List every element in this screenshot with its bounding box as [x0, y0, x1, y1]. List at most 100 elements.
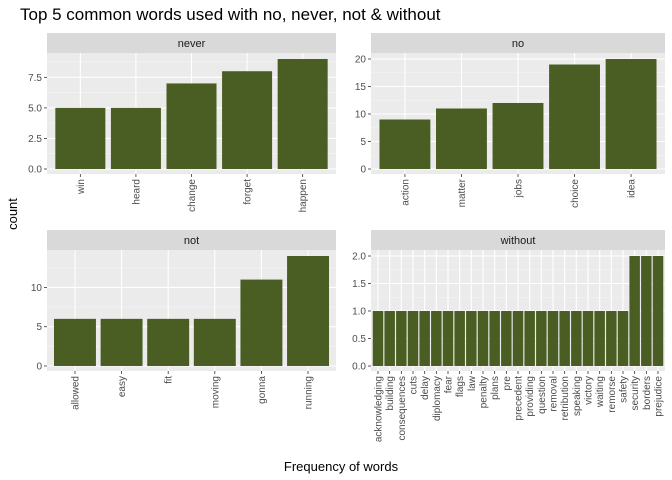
y-tick-label: 7.5	[28, 73, 42, 84]
bar-pre	[501, 311, 512, 366]
facet-strip	[371, 230, 665, 250]
y-tick-label: 0	[360, 165, 366, 176]
x-tick-label: speaking	[572, 376, 583, 416]
x-tick-label: action	[400, 179, 411, 206]
bar-prejudice	[652, 256, 664, 366]
bar-borders	[641, 256, 652, 366]
bar-cuts	[407, 311, 419, 366]
x-tick-label: idea	[627, 179, 638, 198]
bar-retribution	[559, 311, 570, 366]
bar-forget	[222, 71, 273, 169]
x-tick-label: building	[385, 376, 396, 410]
y-axis-title: count	[5, 198, 20, 230]
x-tick-label: jobs	[514, 179, 525, 198]
y-tick-label: 0.5	[352, 334, 366, 345]
bar-precedent	[512, 311, 524, 366]
y-tick-label: 10	[31, 283, 43, 294]
x-tick-label: cuts	[409, 376, 420, 394]
facet-panel-without: without 0.0 0.5 1.0 1.5 2.0 acknowledging build…	[352, 230, 665, 442]
x-tick-label: consequences	[397, 376, 408, 441]
y-tick-label: 1.0	[352, 307, 366, 318]
facet-strip	[371, 33, 665, 53]
chart-title: Top 5 common words used with no, never, …	[20, 5, 441, 24]
bar-fit	[147, 318, 190, 366]
bar-easy	[100, 318, 143, 366]
x-tick-label: victory	[584, 376, 595, 405]
bar-fear	[442, 311, 454, 366]
bar-action	[379, 119, 431, 169]
bar-question	[536, 311, 547, 366]
x-tick-label: matter	[457, 178, 468, 207]
bar-running	[287, 256, 330, 366]
facet-strip-label: not	[184, 235, 199, 247]
x-tick-label: gonna	[257, 376, 268, 404]
y-tick-label: 20	[355, 55, 367, 66]
bar-gonna	[240, 279, 283, 366]
y-tick-label: 15	[355, 82, 367, 93]
x-tick-label: change	[187, 179, 198, 212]
bar-diplomacy	[431, 311, 442, 366]
facet-panels: never 0.0 2.5 5.0 7.5 win heard change forget hap…	[28, 33, 665, 442]
bar-remorse	[606, 311, 617, 366]
x-tick-label: safety	[619, 376, 630, 403]
x-tick-label: allowed	[70, 376, 81, 410]
x-tick-label: retribution	[560, 376, 571, 420]
bar-providing	[524, 311, 535, 366]
bar-allowed	[53, 318, 96, 366]
x-tick-label: moving	[210, 376, 221, 408]
bar-safety	[617, 311, 629, 366]
x-tick-label: remorse	[607, 376, 618, 413]
x-tick-label: removal	[549, 376, 560, 412]
y-tick-label: 2.5	[28, 134, 42, 145]
x-tick-label: choice	[570, 179, 581, 208]
bar-idea	[605, 59, 657, 169]
bar-victory	[582, 311, 594, 366]
x-tick-label: waiting	[595, 376, 606, 408]
bar-acknowledging	[372, 311, 384, 366]
x-tick-label: prejudice	[654, 376, 665, 417]
x-tick-label: borders	[642, 376, 653, 410]
bar-plans	[489, 311, 500, 366]
x-tick-label: acknowledging	[374, 376, 385, 442]
x-tick-label: happen	[298, 179, 309, 212]
facet-panel-not: not 0 5 10 allowed easy fit moving gonna running	[31, 230, 336, 410]
y-tick-label: 1.5	[352, 279, 366, 290]
x-tick-label: fit	[164, 376, 175, 384]
x-tick-label: fear	[444, 375, 455, 393]
y-tick-label: 10	[355, 110, 367, 121]
bar-security	[629, 256, 640, 366]
y-tick-label: 5.0	[28, 103, 42, 114]
x-tick-label: pre	[502, 376, 513, 391]
bar-moving	[193, 318, 236, 366]
bar-waiting	[594, 311, 605, 366]
bar-choice	[549, 64, 600, 169]
x-tick-label: question	[537, 376, 548, 414]
facet-strip	[47, 33, 336, 53]
bar-penalty	[477, 311, 489, 366]
bar-heard	[110, 107, 161, 169]
bar-matter	[436, 108, 487, 169]
x-tick-label: easy	[117, 376, 128, 397]
facet-panel-never: never 0.0 2.5 5.0 7.5 win heard change forget hap…	[28, 33, 336, 212]
y-tick-label: 0	[36, 362, 42, 373]
x-tick-label: precedent	[514, 376, 525, 421]
bar-consequences	[396, 311, 407, 366]
x-tick-label: heard	[131, 179, 142, 205]
x-tick-label: diplomacy	[432, 376, 443, 421]
facet-strip-label: never	[178, 38, 206, 50]
x-tick-label: penalty	[479, 376, 490, 408]
x-tick-label: providing	[525, 376, 536, 417]
bar-building	[384, 311, 395, 366]
bar-happen	[277, 59, 328, 169]
facet-strip-label: without	[500, 235, 536, 247]
bar-removal	[547, 311, 559, 366]
y-tick-label: 5	[360, 137, 366, 148]
bar-law	[466, 311, 477, 366]
x-tick-label: security	[630, 376, 641, 410]
bar-win	[55, 107, 106, 169]
x-tick-label: running	[304, 376, 315, 409]
facet-strip	[47, 230, 336, 250]
x-tick-label: flags	[455, 376, 466, 397]
y-tick-label: 2.0	[352, 252, 366, 263]
